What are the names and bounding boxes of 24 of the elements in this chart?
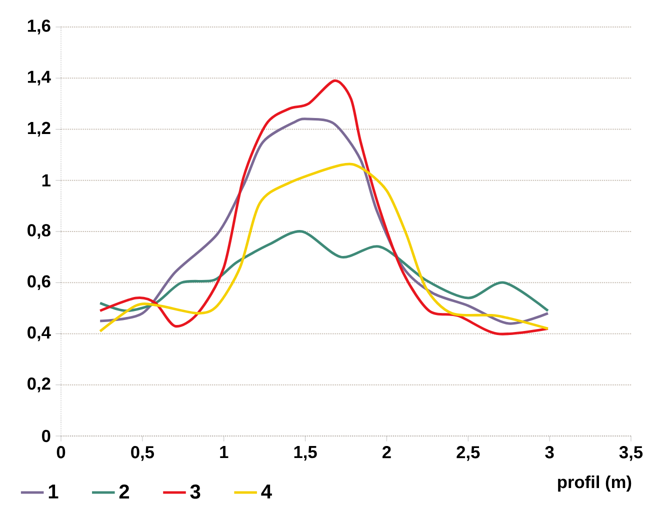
y-tick-label: 0,2 [28, 377, 50, 392]
x-axis-title: profil (m) [558, 475, 632, 492]
line-series [98, 162, 550, 332]
y-tick-label: 1,2 [28, 122, 50, 137]
x-tick-label: 2 [382, 446, 391, 458]
x-tick-label: 0,5 [131, 446, 154, 461]
x-tick-label: 0 [56, 446, 66, 458]
y-tick-label: 0,4 [28, 326, 51, 342]
line-series [98, 79, 550, 336]
x-tick-label: 3 [545, 446, 554, 458]
y-tick-label: 0,8 [28, 224, 50, 239]
line-series [98, 230, 550, 312]
y-tick-label: 1,4 [28, 70, 51, 86]
x-tick-label: 2,5 [456, 446, 480, 461]
legend-label: 4 [261, 484, 272, 498]
y-tick-label: 0,6 [28, 275, 50, 290]
y-tick-label: 0 [42, 430, 50, 442]
x-tick-label: 1 [220, 446, 228, 458]
y-tick-label: 1 [42, 174, 50, 186]
x-tick-label: 3,5 [619, 446, 643, 461]
x-tick-label: 1,5 [294, 446, 317, 461]
y-tick-label: 1,6 [28, 20, 50, 34]
legend-label: 3 [190, 484, 200, 499]
legend-label: 2 [119, 484, 130, 499]
